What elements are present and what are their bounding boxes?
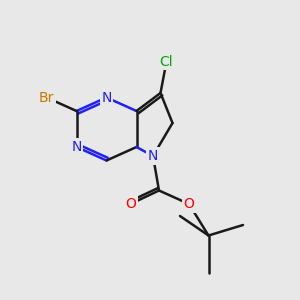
- Text: Cl: Cl: [160, 55, 173, 68]
- Text: N: N: [101, 91, 112, 104]
- Text: N: N: [71, 140, 82, 154]
- Text: O: O: [125, 197, 136, 211]
- Text: O: O: [184, 197, 194, 211]
- Text: N: N: [148, 149, 158, 163]
- Text: Br: Br: [39, 91, 54, 104]
